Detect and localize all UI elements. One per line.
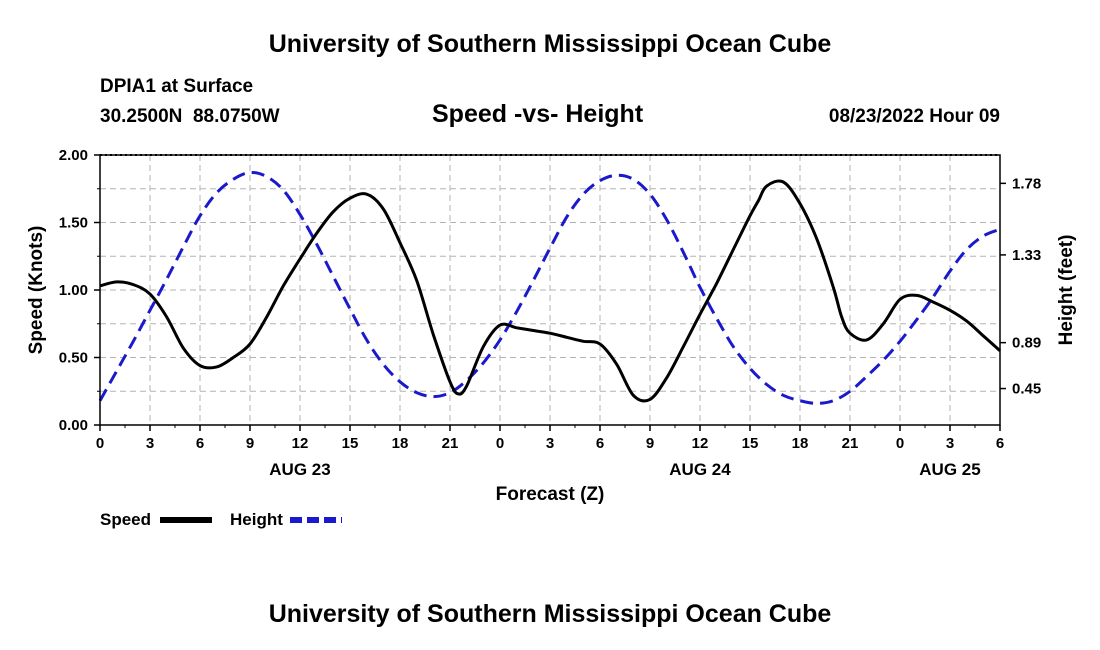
speed-series-line — [99, 179, 1001, 403]
y-axis-label: Speed (Knots) — [26, 226, 47, 355]
station-label: DPIA1 at Surface — [100, 76, 254, 97]
x-tick-label: 3 — [546, 435, 554, 452]
x-tick-label: 21 — [842, 435, 859, 452]
page-title: University of Southern Mississippi Ocean… — [268, 30, 832, 58]
chart-title: Speed -vs- Height — [432, 100, 644, 128]
x-tick-label: 12 — [692, 435, 709, 452]
x-tick-label: 6 — [996, 435, 1004, 452]
y-tick-label: 0.00 — [59, 417, 88, 434]
x-tick-label: 18 — [392, 435, 409, 452]
x-tick-label: 0 — [96, 435, 104, 452]
legend: Speed Height — [100, 510, 342, 529]
footer-title: University of Southern Mississippi Ocean… — [268, 600, 832, 628]
y-tick-label: 2.00 — [59, 147, 88, 164]
x-tick-label: 12 — [292, 435, 309, 452]
y-tick-label: 0.50 — [59, 350, 88, 367]
x-tick-label: 0 — [496, 435, 504, 452]
station-coordinates: 30.2500N 88.0750W — [100, 106, 280, 127]
x-tick-label: 9 — [646, 435, 654, 452]
x-axis-label: Forecast (Z) — [496, 484, 605, 505]
y2-tick-label: 1.78 — [1012, 175, 1041, 192]
x-tick-label: 3 — [146, 435, 154, 452]
x-tick-label: 15 — [742, 435, 759, 452]
x-tick-label: 6 — [596, 435, 604, 452]
x-tick-label: 6 — [196, 435, 204, 452]
x-tick-label: 21 — [442, 435, 459, 452]
y2-axis-label: Height (feet) — [1056, 235, 1077, 346]
forecast-timestamp: 08/23/2022 Hour 09 — [828, 106, 1000, 127]
date-label: AUG 23 — [269, 460, 330, 479]
y2-tick-label: 0.45 — [1012, 381, 1041, 398]
x-tick-label: 3 — [946, 435, 954, 452]
y2-tick-label: 0.89 — [1012, 335, 1041, 352]
y2-tick-label: 1.33 — [1012, 247, 1041, 264]
height-series-line — [98, 170, 1001, 405]
y-tick-label: 1.50 — [59, 215, 88, 232]
x-tick-label: 15 — [342, 435, 359, 452]
legend-height-label: Height — [230, 510, 283, 529]
series-layer — [98, 170, 1001, 405]
x-tick-label: 18 — [792, 435, 809, 452]
grid — [99, 154, 1001, 426]
date-label: AUG 25 — [919, 460, 980, 479]
axes: 0 3 6 9 12 15 18 21 0 3 6 9 12 15 18 21 0 3 6 0.00 0.50 1.00 1… — [59, 147, 1041, 479]
x-tick-label: 9 — [246, 435, 254, 452]
x-tick-label: 0 — [896, 435, 904, 452]
date-label: AUG 24 — [669, 460, 731, 479]
legend-speed-label: Speed — [100, 510, 151, 529]
y-tick-label: 1.00 — [59, 282, 88, 299]
